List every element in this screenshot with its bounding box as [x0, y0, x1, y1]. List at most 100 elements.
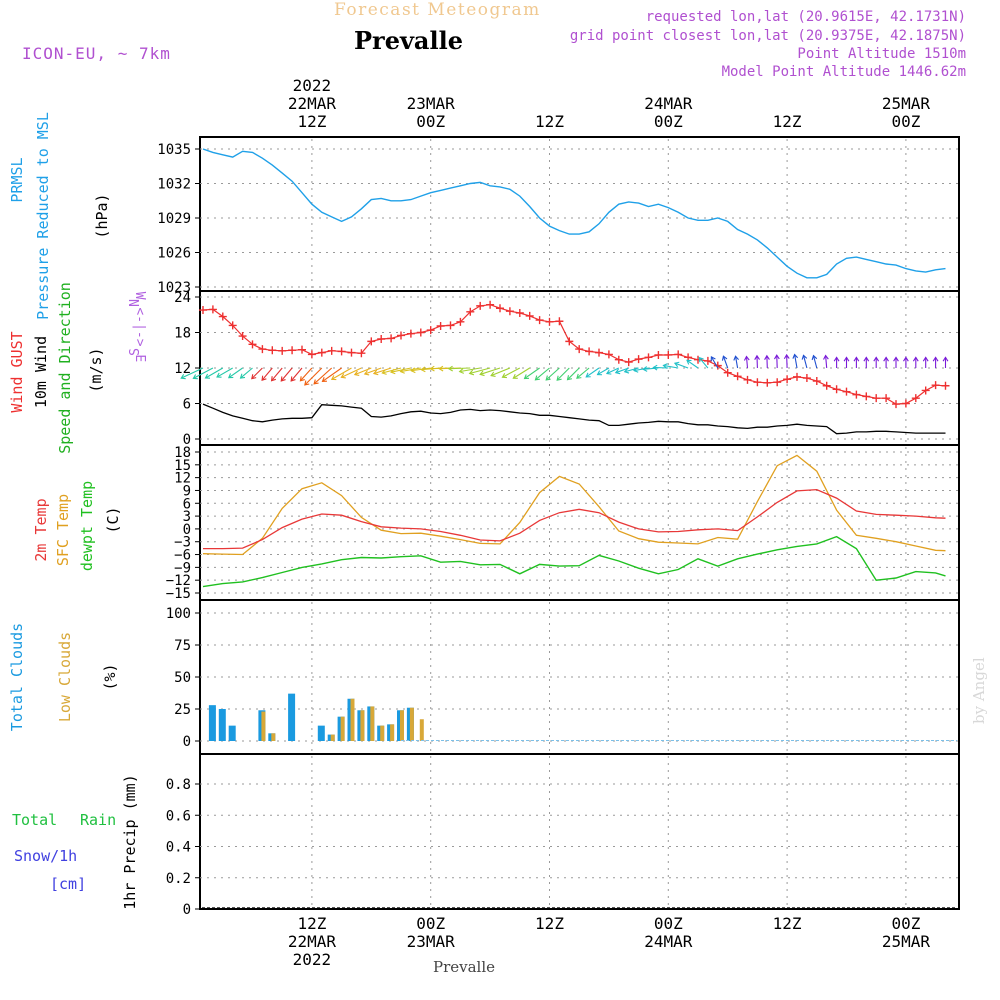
gust-marker — [773, 378, 782, 387]
wind-arrow — [576, 367, 590, 379]
wind-arrow-head — [429, 365, 435, 372]
gust-marker — [406, 329, 415, 338]
wind-arrow — [354, 367, 372, 376]
precipitation-frame — [199, 753, 960, 910]
wind-arrow — [734, 356, 739, 369]
time-label-line: 2022 — [293, 950, 332, 969]
wind-arrow-head — [673, 361, 680, 368]
y-tick-label: 0.4 — [166, 840, 191, 856]
wind-arrow — [585, 367, 600, 378]
gust-marker — [614, 355, 623, 364]
gust-marker — [901, 399, 910, 408]
compass-west-east: W <-|-> E — [132, 292, 147, 362]
y-tick-label: 6 — [183, 397, 191, 413]
y-tick-label: −6 — [174, 548, 191, 564]
gust-marker — [446, 321, 455, 330]
time-label-line: 24MAR — [644, 94, 693, 113]
wind-arrow-head — [783, 353, 790, 360]
wind-arrow-head — [633, 367, 639, 373]
wind-arrow-head — [721, 355, 728, 361]
wind-arrow-head — [774, 354, 780, 360]
location-title: Prevalle — [354, 26, 463, 55]
clouds-panel: 0 25 50 75 100 — [166, 599, 960, 755]
wind-arrow — [228, 367, 243, 379]
time-label-line: 22MAR — [288, 932, 337, 951]
wind-arrow-head — [942, 356, 949, 362]
wind-arrow-head — [270, 376, 277, 382]
wind-arrow-head — [192, 374, 198, 380]
gust-marker — [644, 353, 653, 362]
pressure-label-prmsl: PRMSL — [8, 157, 26, 202]
wind-arrow-head — [883, 356, 889, 362]
gust-marker — [337, 347, 346, 356]
gust-marker — [456, 317, 465, 326]
gust-marker — [921, 386, 930, 395]
wind-arrow-head — [372, 369, 379, 376]
wind-arrow — [341, 367, 362, 378]
wind-arrow-head — [912, 356, 919, 362]
wind-arrow — [643, 367, 659, 370]
y-tick-label: −3 — [174, 535, 191, 551]
temperature-frame — [199, 444, 960, 601]
wind-arrow — [322, 367, 342, 382]
wind-arrow-head — [227, 373, 234, 379]
wind-arrow-head — [501, 373, 507, 379]
temp-unit: (C) — [104, 506, 122, 533]
credit-label: by Angel — [970, 657, 988, 724]
time-label-line: 00Z — [891, 914, 920, 933]
wind-arrow — [373, 367, 392, 375]
wind-arrow — [502, 367, 521, 378]
gust-marker — [268, 346, 277, 355]
cloud-bars — [208, 693, 424, 741]
gust-marker — [743, 375, 752, 384]
gust-marker — [812, 377, 821, 386]
bottom-time-label: 12Z — [773, 914, 802, 933]
gust-marker — [941, 381, 950, 390]
time-label-line: 23MAR — [407, 94, 456, 113]
compass-south: S — [128, 348, 143, 356]
wind-arrow — [663, 364, 679, 369]
wind-arrow-head — [280, 376, 286, 382]
wind-arrow-head — [710, 356, 716, 362]
wind-arrow-head — [863, 356, 870, 362]
precip-rain-label: Rain — [80, 811, 116, 829]
low-cloud-bar — [350, 698, 355, 741]
wind-arrow — [382, 367, 402, 374]
low-cloud-bar — [419, 719, 424, 741]
wind-arrow-head — [811, 354, 818, 361]
gust-marker — [535, 316, 544, 325]
wind-arrow-head — [523, 374, 530, 380]
y-tick-label: 1023 — [157, 280, 191, 296]
product-title: Forecast Meteogram — [334, 0, 541, 20]
wind-arrow-head — [545, 375, 551, 381]
gust-marker — [525, 311, 534, 320]
wind-arrow — [606, 367, 620, 375]
low-cloud-bar — [330, 734, 335, 741]
wind-arrow-head — [566, 375, 573, 381]
wind-arrow — [710, 356, 719, 369]
gust-marker — [377, 335, 386, 344]
wind-arrow-head — [652, 364, 658, 371]
gust-marker — [555, 317, 564, 326]
wind-arrow-head — [251, 374, 257, 380]
wind-arrow — [567, 367, 580, 381]
wind-arrow-head — [833, 356, 840, 362]
gust-marker — [575, 345, 584, 354]
wind-gust-markers — [199, 300, 950, 409]
wind-arrow-head — [512, 373, 518, 379]
temp-2m-line — [203, 488, 946, 550]
pressure-unit: (hPa) — [93, 193, 111, 238]
total-cloud-bar — [317, 725, 325, 741]
wind-arrow-head — [556, 375, 562, 381]
gust-marker — [892, 400, 900, 409]
wind-arrow — [479, 367, 501, 375]
wind-arrow-head — [420, 366, 426, 373]
gust-marker — [733, 372, 742, 381]
gust-marker — [634, 355, 643, 364]
total-cloud-bar — [228, 725, 236, 741]
wind-arrow-head — [381, 369, 387, 375]
wind-arrow — [240, 367, 253, 379]
